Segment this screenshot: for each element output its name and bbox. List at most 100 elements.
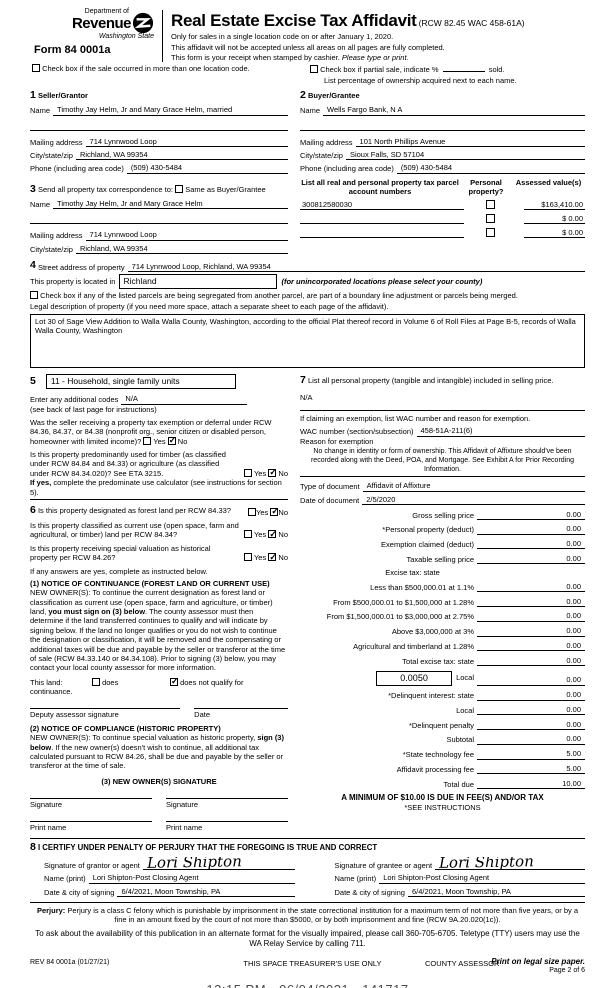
- buyer-phone-field[interactable]: (509) 430-5484: [396, 163, 585, 174]
- grantor-printname-field[interactable]: Lori Shipton-Post Closing Agent: [88, 873, 295, 884]
- personal-property-checkbox[interactable]: [485, 213, 495, 223]
- seller-csz-field[interactable]: Richland, WA 99354: [75, 150, 288, 161]
- grantor-date-field[interactable]: 6/4/2021, Moon Township, PA: [117, 887, 295, 897]
- owner-printname-field-1[interactable]: Print name: [30, 821, 152, 832]
- notice-continuance-bold: you must sign on (3) below: [48, 607, 146, 616]
- assessed-value-field[interactable]: $ 0.00: [524, 214, 585, 225]
- no-checkbox[interactable]: [268, 529, 277, 540]
- notice-compliance-post: . If the new owner(s) doesn't wish to co…: [30, 742, 284, 771]
- fee-amount: 0.00: [477, 675, 585, 686]
- assessor-date-field[interactable]: Date: [194, 708, 288, 719]
- buyer-name-field[interactable]: Wells Fargo Bank, N A: [323, 105, 585, 116]
- yes-checkbox[interactable]: [244, 530, 253, 539]
- street-address-label: Street address of property: [37, 262, 125, 272]
- does-checkbox[interactable]: [92, 677, 100, 686]
- segregated-parcels-checkbox[interactable]: [30, 290, 38, 299]
- no-label: No: [278, 507, 288, 517]
- county-assessor-label: COUNTY ASSESSOR: [425, 958, 500, 968]
- grantee-signature-field[interactable]: Lori Shipton: [435, 857, 585, 871]
- local-rate-input[interactable]: 0.0050: [376, 670, 453, 686]
- answers-yes-note: If any answers are yes, complete as inst…: [30, 566, 208, 576]
- minimum-due-note: A MINIMUM OF $10.00 IS DUE IN FEE(S) AND…: [341, 793, 544, 803]
- grantee-date-field[interactable]: 6/4/2021, Moon Township, PA: [407, 887, 585, 897]
- ownership-percentage-note: List percentage of ownership acquired ne…: [324, 75, 517, 85]
- corr-csz-field[interactable]: Richland, WA 99354: [75, 244, 288, 254]
- parcel-number-field[interactable]: [300, 214, 464, 225]
- question-exemption-deferral: Was the seller receiving a property tax …: [30, 418, 288, 447]
- fee-amount: 0.00: [477, 524, 585, 535]
- same-as-buyer-checkbox[interactable]: [175, 185, 184, 194]
- partial-sale-checkbox[interactable]: [310, 65, 318, 74]
- yes-checkbox[interactable]: [244, 553, 253, 562]
- fee-label: Taxable selling price: [406, 554, 474, 564]
- land-use-code-select[interactable]: 11 - Household, single family units: [45, 373, 236, 390]
- wac-number-field[interactable]: 458-51A-211(6): [416, 426, 585, 437]
- deputy-assessor-signature-field[interactable]: Deputy assessor signature: [30, 708, 181, 719]
- personal-property-checkbox[interactable]: [485, 200, 495, 209]
- personal-property-value[interactable]: N/A: [300, 392, 313, 402]
- doc-type-field[interactable]: Affidavit of Affixture: [362, 481, 585, 492]
- fee-row: From $1,500,000.01 to $3,000,000 at 2.75…: [300, 611, 585, 622]
- parcel-number-field[interactable]: [300, 228, 464, 239]
- located-in-select[interactable]: Richland: [119, 274, 278, 289]
- personal-property-checkbox[interactable]: [485, 227, 495, 237]
- fee-row: *Delinquent penalty 0.00: [300, 720, 585, 731]
- washington-state-label: Washington State: [98, 32, 154, 40]
- seller-name-field[interactable]: Timothy Jay Helm, Jr and Mary Grace Helm…: [53, 105, 288, 116]
- legal-description-textarea[interactable]: Lot 30 of Sage View Addition to Walla Wa…: [30, 313, 585, 368]
- seller-phone-field[interactable]: (509) 430-5484: [126, 163, 288, 174]
- question-historical: Is this property receiving special valua…: [30, 544, 288, 563]
- corr-address-field[interactable]: 714 Lynnwood Loop: [85, 230, 288, 241]
- personal-property-intro: List all personal property (tangible and…: [307, 375, 554, 385]
- no-checkbox[interactable]: [268, 552, 277, 563]
- no-checkbox[interactable]: [167, 435, 176, 446]
- top-checkbox-row: Check box if the sale occurred in more t…: [30, 64, 585, 85]
- seller-name2-field[interactable]: [30, 120, 288, 131]
- no-checkbox[interactable]: [268, 467, 277, 479]
- street-address-field[interactable]: 714 Lynnwood Loop, Richland, WA 99354: [127, 262, 585, 273]
- fee-label: Total due: [443, 779, 474, 789]
- assessed-value-field[interactable]: $163,410.00: [524, 200, 585, 211]
- header-note-1: Only for sales in a single location code…: [171, 32, 394, 42]
- fee-row-total: Total due 10.00: [300, 779, 585, 790]
- parcel-number-field[interactable]: 300812580030: [300, 200, 464, 211]
- buyer-address-field[interactable]: 101 North Phillips Avenue: [355, 137, 585, 147]
- divider: [30, 902, 585, 903]
- no-checkbox[interactable]: [270, 506, 279, 517]
- yes-checkbox[interactable]: [244, 468, 253, 477]
- fee-row: *Personal property (deduct) 0.00: [300, 524, 585, 535]
- buyer-csz-field[interactable]: Sioux Falls, SD 57104: [345, 150, 585, 161]
- does-not-checkbox[interactable]: [170, 676, 179, 687]
- yes-label: Yes: [256, 507, 269, 517]
- seller-address-label: Mailing address: [30, 137, 83, 147]
- assessed-value-field[interactable]: $ 0.00: [524, 228, 585, 239]
- reason-exemption-field[interactable]: No change in identity or form of ownersh…: [300, 446, 585, 478]
- partial-sale-percent-input[interactable]: [442, 64, 485, 73]
- notice-compliance-body: NEW OWNER(S): To continue special valuat…: [30, 733, 288, 771]
- section-6-number: 6: [30, 503, 36, 516]
- multiple-location-checkbox[interactable]: [32, 64, 40, 73]
- seller-address-field[interactable]: 714 Lynnwood Loop: [85, 137, 288, 147]
- lower-columns: 5 11 - Household, single family units En…: [30, 373, 585, 833]
- owner-signature-field-1[interactable]: Signature: [30, 798, 152, 809]
- same-as-buyer-label: Same as Buyer/Grantee: [185, 184, 266, 194]
- grantor-signature-field[interactable]: Lori Shipton: [142, 857, 295, 871]
- fee-label: Local: [456, 705, 474, 715]
- fee-label: Gross selling price: [412, 510, 474, 520]
- buyer-name2-field[interactable]: [300, 120, 585, 131]
- grantee-printname-field[interactable]: Lori Shipton-Post Closing Agent: [379, 873, 585, 884]
- reason-exemption-label: Reason for exemption: [300, 436, 374, 446]
- question-forest-text: Is this property designated as forest la…: [37, 505, 231, 515]
- additional-codes-field[interactable]: N/A: [121, 394, 248, 405]
- buyer-name-label: Name: [300, 106, 321, 116]
- yes-checkbox[interactable]: [248, 507, 257, 516]
- corr-name-field[interactable]: Timothy Jay Helm, Jr and Mary Grace Helm: [53, 199, 288, 210]
- corr-name2-field[interactable]: [30, 213, 288, 225]
- owner-signature-field-2[interactable]: Signature: [166, 798, 288, 809]
- question-historical-text: Is this property receiving special valua…: [30, 543, 211, 563]
- owner-printname-field-2[interactable]: Print name: [166, 821, 288, 832]
- doc-date-field[interactable]: 2/5/2020: [362, 495, 585, 506]
- yes-checkbox[interactable]: [143, 436, 152, 445]
- fee-amount: 0.00: [477, 656, 585, 667]
- if-yes-note: If yes, complete the predominate use cal…: [30, 478, 288, 500]
